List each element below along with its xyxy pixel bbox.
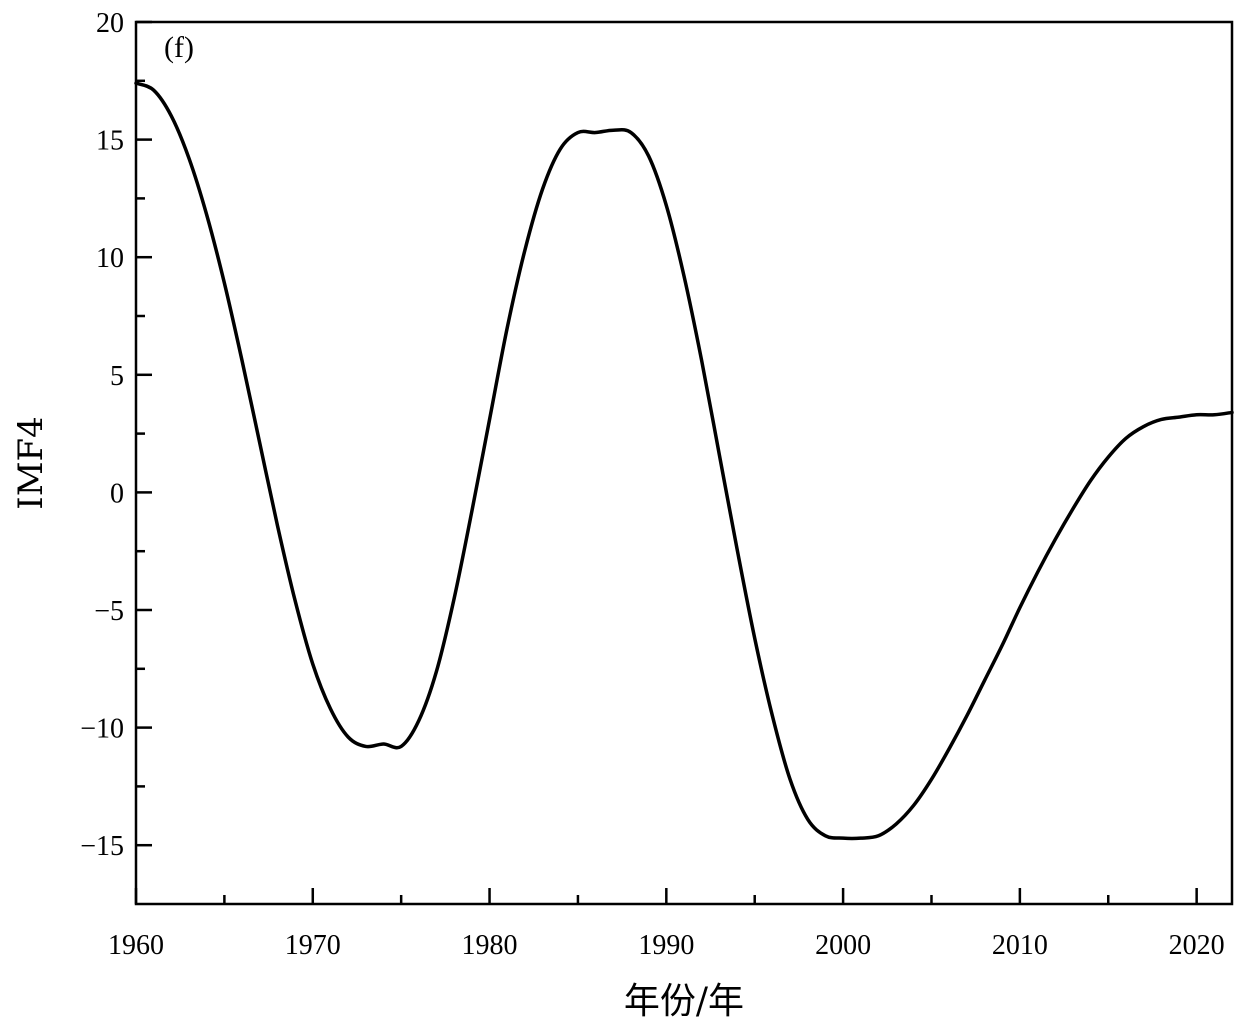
y-axis-title: IMF4 (11, 416, 51, 509)
x-tick-label: 2010 (992, 930, 1048, 961)
axis-ticks (134, 20, 1198, 904)
panel-label: (f) (164, 31, 194, 64)
y-tick-label: −15 (80, 831, 124, 862)
x-tick-label: 2000 (815, 930, 871, 961)
y-tick-label: 5 (110, 361, 124, 392)
x-tick-label: 1960 (108, 930, 164, 961)
y-tick-label: −5 (94, 596, 124, 627)
x-tick-label: 2020 (1169, 930, 1225, 961)
x-tick-label: 1980 (462, 930, 518, 961)
y-tick-label: −10 (80, 714, 124, 745)
x-tick-label: 1990 (638, 930, 694, 961)
x-axis-title: 年份/年 (624, 981, 744, 1022)
imf4-series-line (134, 81, 1234, 841)
y-tick-label: 10 (96, 243, 124, 274)
plot-area-frame (134, 20, 1234, 906)
x-tick-label: 1970 (285, 930, 341, 961)
tick-labels: 1960 1970 1980 1990 2000 2010 2020 −15 −10 −5 0 5 10… (80, 8, 1224, 961)
y-tick-label: 0 (110, 478, 124, 509)
y-tick-label: 15 (96, 126, 124, 157)
y-tick-label: 20 (96, 8, 124, 39)
